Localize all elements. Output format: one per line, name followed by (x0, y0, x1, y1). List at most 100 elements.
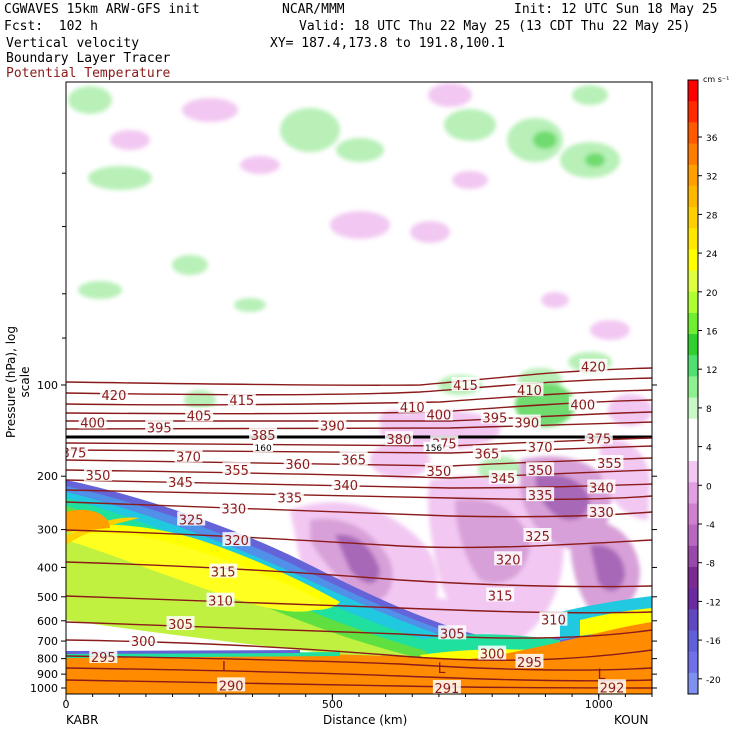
theta-label: 305 (440, 627, 465, 642)
colorbar-swatch (688, 482, 698, 504)
colorbar-swatch (688, 588, 698, 610)
theta-label: 345 (168, 476, 193, 491)
cross-section-endpoints: XY= 187.4,173.8 to 191.8,100.1 (270, 36, 505, 51)
theta-label-bg (166, 616, 195, 631)
theta-label: 390 (514, 417, 539, 432)
theta-label: 365 (474, 447, 499, 462)
y-tick-label: 500 (37, 591, 58, 604)
theta-label: 310 (208, 595, 233, 610)
theta-label: 300 (480, 648, 505, 663)
colorbar-swatch (688, 461, 698, 483)
theta-label-bg (515, 382, 544, 397)
theta-label-bg (331, 477, 360, 492)
filled-fields: 420 415 415 410 410 420 405 400 400 400 395 395 390 3… (62, 83, 652, 694)
theta-label-bg (451, 377, 480, 391)
theta-label-bg (515, 653, 544, 668)
theta-label: 395 (147, 421, 172, 436)
colorbar-swatch (688, 249, 698, 272)
colorbar-tick-label: -16 (706, 637, 721, 647)
theta-label: 375 (586, 432, 611, 447)
theta-label: 410 (400, 401, 425, 416)
theta-label-bg (99, 387, 128, 402)
x-tick-label: 500 (322, 698, 343, 711)
colorbar-swatch (688, 566, 698, 589)
theta-label-bg (424, 462, 453, 477)
colorbar-swatch (688, 545, 698, 568)
theta-label-bg (145, 419, 174, 434)
theta-label-bg (275, 489, 304, 504)
field-vertical-velocity: Vertical velocity (6, 36, 140, 51)
theta-label-bg (78, 414, 107, 429)
colorbar-swatch (688, 376, 698, 399)
colorbar-swatch (688, 291, 698, 314)
colorbar-tick-label: 8 (706, 405, 712, 415)
theta-label: 335 (528, 489, 553, 504)
y-tick-label: 600 (37, 615, 58, 628)
theta-label: 420 (581, 361, 606, 376)
colorbar-tick-label: 20 (706, 289, 718, 299)
theta-label: 330 (589, 506, 614, 521)
y-tick-label: 800 (37, 653, 58, 666)
colorbar-swatch (688, 143, 698, 166)
theta-label-bg (227, 391, 256, 406)
y-tick-label: 200 (37, 470, 58, 483)
theta-label-bg (512, 414, 541, 429)
theta-label: 370 (176, 450, 201, 465)
y-tick-label: 900 (37, 668, 58, 681)
theta-label: 340 (333, 479, 358, 494)
theta-label: 370 (528, 441, 553, 456)
theta-label: 295 (91, 651, 116, 666)
theta-label-bg (318, 417, 347, 432)
valid-time: Valid: 18 UTC Thu 22 May 25 (13 CDT Thu … (299, 19, 691, 34)
theta-label-bg (219, 500, 248, 515)
low-marker: L (222, 660, 230, 676)
colorbar-swatch (688, 355, 698, 377)
low-marker: L (438, 661, 446, 677)
colorbar-swatch (688, 672, 698, 695)
colorbar-tick-label: 12 (706, 366, 717, 376)
theta-label: 400 (426, 408, 451, 423)
tropopause-labels: 160 156 (253, 441, 444, 454)
theta-label: 340 (589, 482, 614, 497)
theta-label-bg (432, 680, 461, 694)
colorbar-tick-label: 24 (706, 250, 718, 260)
colorbar-tick-label: 32 (706, 173, 717, 183)
theta-label-bg (595, 455, 624, 470)
theta-label: 315 (488, 589, 513, 604)
theta-label-bg (526, 438, 555, 453)
theta-label-bg (166, 474, 195, 489)
colorbar-swatch (688, 609, 698, 631)
colorbar-swatch (688, 101, 698, 123)
tropopause-label: 160 (255, 444, 272, 454)
init-time: Init: 12 UTC Sun 18 May 25 (514, 2, 718, 17)
theta-label: 400 (570, 399, 595, 414)
theta-label-bg (398, 398, 427, 413)
colorbar-tick-label: 0 (706, 482, 712, 492)
theta-label-bg (249, 426, 278, 441)
colorbar-tick-label: -20 (706, 676, 721, 686)
field-boundary-layer-tracer: Boundary Layer Tracer (6, 51, 171, 66)
theta-label: 395 (482, 411, 507, 426)
org-label: NCAR/MMM (282, 2, 345, 17)
theta-label: 300 (131, 635, 156, 650)
y-tick-label: 300 (37, 524, 58, 537)
theta-label-bg (587, 479, 616, 494)
theta-contour-labels: 420 415 415 410 410 420 405 400 400 400 395 395 390 3… (62, 358, 627, 694)
colorbar-tick-label: 16 (706, 328, 718, 338)
theta-label-bg (89, 648, 118, 663)
theta-label: 290 (219, 679, 244, 694)
colorbar-swatch (688, 185, 698, 208)
theta-label-bg (384, 431, 413, 446)
theta-label: 400 (80, 417, 105, 432)
theta-label: 350 (86, 469, 111, 484)
y-tick-label: 400 (37, 561, 58, 574)
theta-label-bg (217, 677, 246, 692)
colorbar-tick-label: -4 (706, 521, 715, 531)
theta-label: 375 (62, 446, 87, 461)
theta-label: 325 (179, 514, 204, 529)
theta-label-bg (486, 587, 515, 602)
low-marker: L (597, 667, 605, 683)
theta-label-bg (526, 487, 555, 502)
colorbar-swatch (688, 439, 698, 462)
